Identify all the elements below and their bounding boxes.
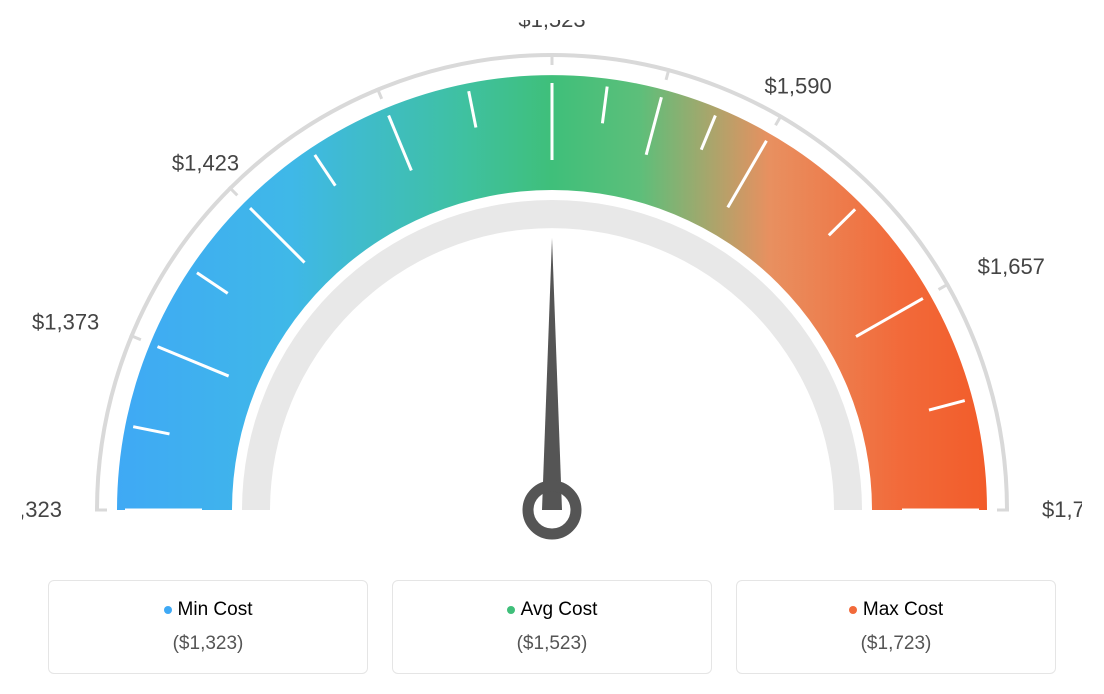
legend-label-avg: Avg Cost xyxy=(521,599,598,620)
legend-value-min: ($1,323) xyxy=(59,633,357,655)
gauge-tick-label: $1,523 xyxy=(518,20,585,32)
legend-dot-avg xyxy=(507,606,515,614)
legend-card-avg: Avg Cost ($1,523) xyxy=(392,580,712,674)
legend-value-avg: ($1,523) xyxy=(403,633,701,655)
gauge-tick-label: $1,323 xyxy=(22,497,62,522)
gauge-tick-label: $1,723 xyxy=(1042,497,1082,522)
legend-row: Min Cost ($1,323) Avg Cost ($1,523) Max … xyxy=(20,580,1084,674)
legend-title-min: Min Cost xyxy=(59,599,357,621)
legend-card-max: Max Cost ($1,723) xyxy=(736,580,1056,674)
legend-card-min: Min Cost ($1,323) xyxy=(48,580,368,674)
legend-label-min: Min Cost xyxy=(178,599,253,620)
legend-title-max: Max Cost xyxy=(747,599,1045,621)
legend-label-max: Max Cost xyxy=(863,599,943,620)
gauge-needle xyxy=(542,238,562,510)
legend-dot-max xyxy=(849,606,857,614)
gauge-container: $1,323 $1,373 $1,423 $1,523 $1,590 $1,657 $1,7… xyxy=(20,20,1084,550)
gauge-tick-label: $1,657 xyxy=(978,254,1045,279)
gauge-tick-label: $1,373 xyxy=(32,309,99,334)
gauge-chart: $1,323 $1,373 $1,423 $1,523 $1,590 $1,657 $1,7… xyxy=(22,20,1082,550)
gauge-tick-label: $1,590 xyxy=(764,73,831,98)
gauge-tick-label: $1,423 xyxy=(172,151,239,176)
legend-dot-min xyxy=(164,606,172,614)
legend-value-max: ($1,723) xyxy=(747,633,1045,655)
legend-title-avg: Avg Cost xyxy=(403,599,701,621)
